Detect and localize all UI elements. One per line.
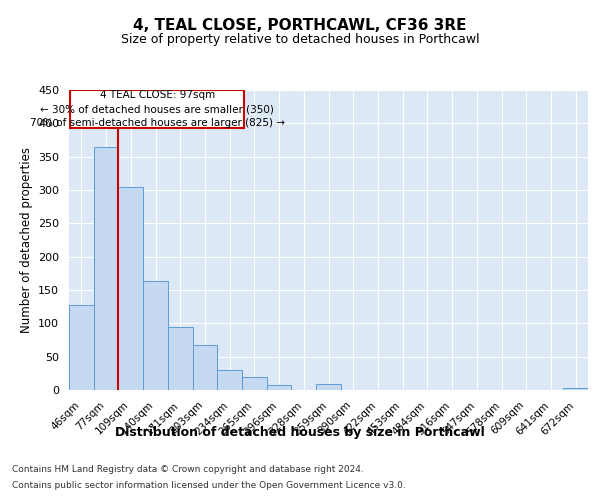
Text: 4 TEAL CLOSE: 97sqm
← 30% of detached houses are smaller (350)
70% of semi-detac: 4 TEAL CLOSE: 97sqm ← 30% of detached ho…	[30, 90, 285, 128]
Bar	[69, 304, 94, 390]
Bar	[118, 186, 143, 390]
Y-axis label: Number of detached properties: Number of detached properties	[20, 147, 32, 333]
Text: 4, TEAL CLOSE, PORTHCAWL, CF36 3RE: 4, TEAL CLOSE, PORTHCAWL, CF36 3RE	[133, 18, 467, 32]
Bar	[94, 146, 118, 390]
Bar	[168, 326, 193, 390]
Bar	[563, 388, 588, 390]
Bar	[217, 370, 242, 390]
Text: Size of property relative to detached houses in Porthcawl: Size of property relative to detached ho…	[121, 32, 479, 46]
Bar	[316, 384, 341, 390]
Bar	[242, 376, 267, 390]
Bar	[267, 384, 292, 390]
Bar	[143, 282, 168, 390]
Text: Contains HM Land Registry data © Crown copyright and database right 2024.: Contains HM Land Registry data © Crown c…	[12, 466, 364, 474]
Text: Distribution of detached houses by size in Porthcawl: Distribution of detached houses by size …	[115, 426, 485, 439]
Text: Contains public sector information licensed under the Open Government Licence v3: Contains public sector information licen…	[12, 480, 406, 490]
Bar	[70, 90, 244, 128]
Bar	[193, 344, 217, 390]
